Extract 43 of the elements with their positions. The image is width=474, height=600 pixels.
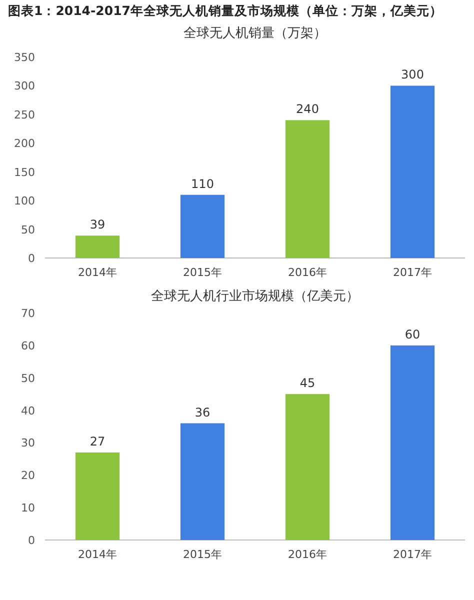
y-tick-label: 30	[21, 436, 35, 450]
data-label: 60	[404, 327, 420, 342]
y-tick-label: 10	[21, 502, 35, 515]
y-tick-label: 0	[28, 252, 35, 265]
y-tick-label: 50	[21, 223, 35, 236]
y-tick-label: 150	[14, 166, 35, 179]
x-tick-label: 2014年	[78, 548, 117, 561]
data-label: 27	[90, 434, 106, 448]
y-tick-label: 100	[14, 194, 35, 208]
x-tick-label: 2014年	[78, 266, 117, 279]
y-tick-label: 50	[21, 372, 35, 385]
data-label: 240	[296, 102, 319, 116]
y-tick-label: 20	[21, 469, 35, 482]
bar	[285, 394, 330, 540]
data-label: 300	[401, 68, 424, 82]
y-tick-label: 60	[21, 339, 35, 352]
bar	[75, 236, 120, 258]
data-label: 110	[191, 176, 214, 191]
x-tick-label: 2016年	[288, 548, 327, 561]
y-tick-label: 70	[21, 307, 35, 320]
x-tick-label: 2015年	[183, 266, 222, 279]
y-tick-label: 0	[28, 534, 35, 547]
y-tick-label: 200	[14, 137, 35, 150]
chart-title: 图表1：2014-2017年全球无人机销量及市场规模（单位：万架，亿美元）	[8, 3, 442, 18]
bar	[180, 423, 225, 540]
bar	[390, 86, 435, 258]
bar	[75, 452, 120, 540]
data-label: 45	[300, 376, 316, 390]
x-tick-label: 2017年	[393, 548, 432, 561]
y-tick-label: 350	[14, 51, 35, 64]
y-tick-label: 250	[14, 108, 35, 122]
y-tick-label: 300	[14, 80, 35, 93]
bar	[285, 120, 330, 258]
data-label: 36	[194, 405, 210, 420]
chart-title: 全球无人机行业市场规模（亿美元）	[151, 288, 359, 304]
data-label: 39	[90, 218, 106, 232]
y-tick-label: 40	[21, 404, 35, 418]
x-tick-label: 2016年	[288, 266, 327, 279]
bar	[390, 345, 435, 540]
x-tick-label: 2015年	[183, 548, 222, 561]
x-tick-label: 2017年	[393, 266, 432, 279]
bar	[180, 194, 225, 258]
chart-subtitle: 全球无人机销量（万架）	[184, 26, 326, 41]
